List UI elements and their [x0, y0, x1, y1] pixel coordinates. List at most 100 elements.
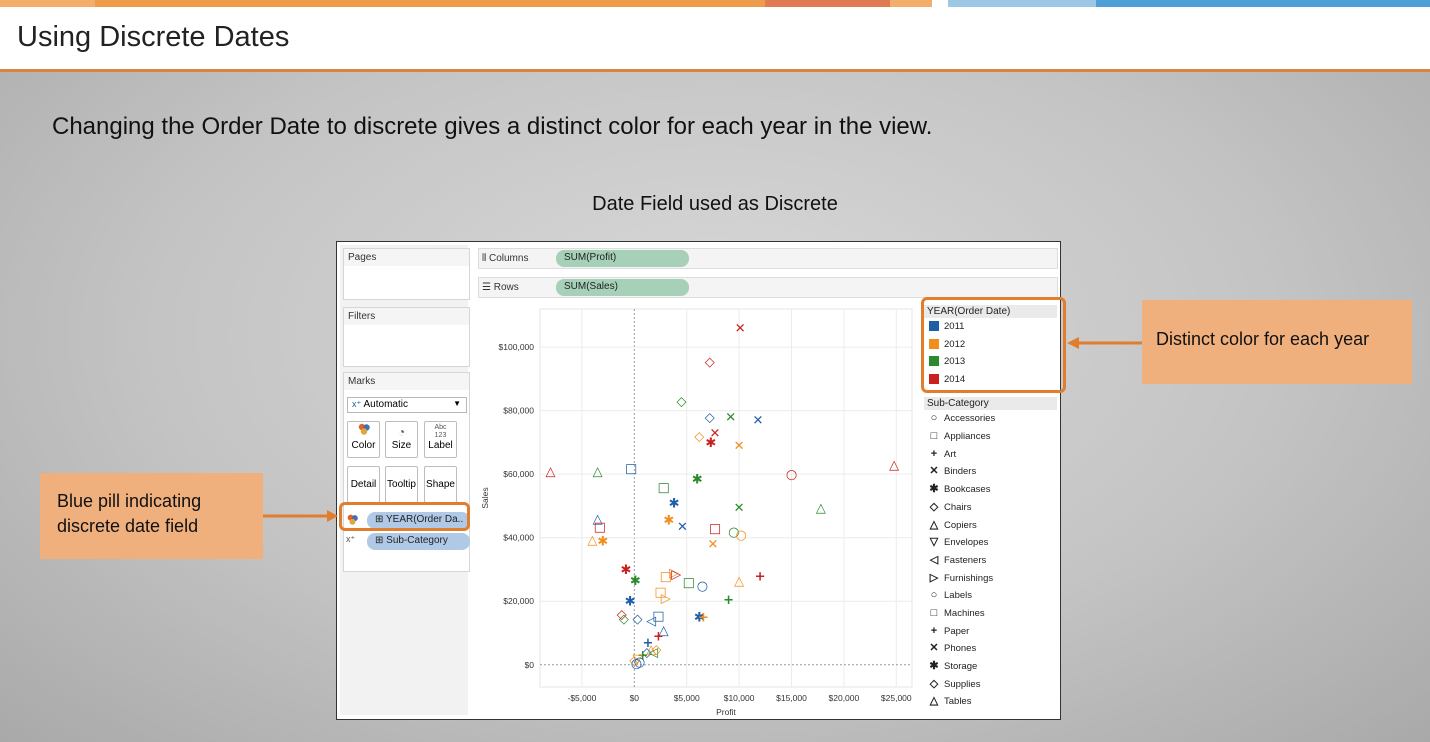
data-point: ✕ — [677, 520, 688, 535]
data-point: ◇ — [632, 612, 642, 627]
subcategory-legend-item[interactable]: ▷ Furnishings — [924, 570, 1057, 588]
data-point: △ — [545, 465, 555, 480]
subcategory-legend-item[interactable]: ✕ Phones — [924, 640, 1057, 658]
scatter-plot: -$5,000 $0 $5,000 $10,000 $15,000 $20,000 $25,… — [478, 305, 918, 719]
data-point: □ — [654, 585, 666, 600]
subcategory-legend-label: Furnishings — [944, 572, 994, 584]
subcategory-legend-item[interactable]: ◇ Supplies — [924, 676, 1057, 694]
shape-glyph-icon: ◇ — [929, 500, 939, 513]
year-swatch — [929, 321, 939, 331]
subcategory-legend-label: Labels — [944, 590, 972, 602]
year-legend-item[interactable]: 2012 — [924, 336, 1057, 354]
data-point: ✕ — [725, 411, 736, 426]
legend-highlight-box — [921, 297, 1066, 393]
subcategory-legend-label: Binders — [944, 466, 977, 478]
rows-shelf[interactable]: ☰ Rows SUM(Sales) — [478, 277, 1058, 298]
color-button-label: Color — [351, 440, 376, 451]
color-button[interactable]: Color — [347, 421, 380, 458]
pages-card[interactable]: Pages — [343, 248, 470, 300]
rows-icon: ☰ — [482, 282, 494, 293]
subcategory-legend-label: Supplies — [944, 678, 981, 690]
subcategory-legend-label: Copiers — [944, 519, 977, 531]
shape-glyph-icon: ✕ — [929, 642, 939, 655]
subcategory-shape-pill-row: x⁺ ⊞ Sub-Category — [346, 533, 470, 550]
year-legend-item[interactable]: 2011 — [924, 318, 1057, 336]
subcategory-legend-label: Storage — [944, 661, 978, 672]
year-swatch — [929, 338, 939, 349]
data-point: ✱ — [597, 534, 608, 549]
x-tick-label: -$5,000 — [567, 693, 596, 703]
shape-button[interactable]: Shape — [424, 466, 457, 503]
subcategory-legend-item[interactable]: + Paper — [924, 623, 1057, 641]
data-point: + — [637, 649, 648, 664]
subcategory-legend-item[interactable]: ○ Labels — [924, 587, 1057, 605]
columns-shelf[interactable]: ⫴ Columns SUM(Profit) — [478, 248, 1058, 269]
tooltip-button-label: Tooltip — [387, 479, 416, 490]
detail-button[interactable]: Detail — [347, 466, 380, 503]
data-point: ✱ — [694, 611, 705, 626]
year-order-date-pill[interactable]: ⊞ YEAR(Order Da.. — [367, 512, 470, 529]
tooltip-button[interactable]: Tooltip — [385, 466, 418, 503]
subcategory-legend-item[interactable]: ✱ Bookcases — [924, 481, 1057, 499]
color-icon — [346, 513, 362, 529]
sum-profit-pill[interactable]: SUM(Profit) — [556, 250, 689, 267]
y-tick-label: $60,000 — [503, 469, 534, 479]
shape-glyph-icon: ▽ — [929, 536, 939, 549]
filters-card[interactable]: Filters — [343, 307, 470, 367]
left-callout: Blue pill indicating discrete date field — [40, 473, 263, 559]
year-color-pill-row: ⊞ YEAR(Order Da.. — [346, 512, 470, 529]
figure-caption: Date Field used as Discrete — [592, 193, 838, 215]
subcategory-pill[interactable]: ⊞ Sub-Category — [367, 533, 470, 550]
year-legend-item[interactable]: 2013 — [924, 353, 1057, 371]
subcategory-legend-label: Accessories — [944, 413, 996, 425]
subcategory-legend-item[interactable]: □ Machines — [924, 605, 1057, 623]
slide-subtitle: Changing the Order Date to discrete give… — [52, 113, 933, 140]
data-point: □ — [652, 609, 664, 624]
x-tick-label: $25,000 — [881, 693, 912, 703]
color-icon — [348, 422, 379, 440]
size-button[interactable]: ◔ Size — [385, 421, 418, 458]
shape-glyph-icon: ◁ — [929, 553, 939, 566]
subcategory-legend-item[interactable]: □ Appliances — [924, 428, 1057, 446]
year-swatch — [929, 356, 939, 367]
subcategory-legend-item[interactable]: ◇ Chairs — [924, 499, 1057, 517]
subcategory-legend-label: Paper — [944, 625, 970, 637]
plot-area — [539, 308, 913, 688]
mark-type-dropdown[interactable]: x⁺ Automatic ▼ — [347, 397, 467, 413]
subcategory-legend-item[interactable]: ◁ Fasteners — [924, 552, 1057, 570]
data-point: ◁ — [648, 646, 658, 661]
data-point: ✱ — [692, 472, 703, 487]
marks-card-title: Marks — [344, 373, 469, 390]
chevron-down-icon: ▼ — [453, 399, 461, 408]
data-point: ✕ — [710, 426, 721, 441]
subcategory-legend-item[interactable]: △ Copiers — [924, 517, 1057, 535]
subcategory-legend-item[interactable]: + Art — [924, 446, 1057, 464]
data-point: ✕ — [734, 501, 745, 516]
data-point: ▽ — [632, 652, 642, 667]
filters-card-title: Filters — [344, 308, 469, 325]
shape-icon: x⁺ — [346, 534, 356, 544]
x-tick-label: $5,000 — [674, 693, 700, 703]
subcategory-legend-title: Sub-Category — [924, 397, 1057, 411]
data-point: ▷ — [669, 566, 679, 581]
subcategory-legend-item[interactable]: ○ Accessories — [924, 410, 1057, 428]
year-legend-item[interactable]: 2014 — [924, 371, 1057, 389]
subcategory-legend-item[interactable]: △ Tables — [924, 693, 1057, 711]
size-button-label: Size — [391, 440, 412, 451]
year-legend-label: 2011 — [944, 321, 965, 332]
data-point: ○ — [786, 468, 797, 483]
subcategory-legend-item[interactable]: ✕ Binders — [924, 463, 1057, 481]
subcategory-legend-label: Fasteners — [944, 554, 987, 566]
subcategory-legend-label: Phones — [944, 643, 977, 655]
data-point: ✱ — [669, 496, 680, 511]
year-color-legend: YEAR(Order Date) 2011 2012 2013 2014 — [924, 305, 1057, 388]
subcategory-legend-item[interactable]: ✱ Storage — [924, 658, 1057, 676]
data-point: □ — [594, 520, 606, 535]
x-tick-label: $10,000 — [724, 693, 755, 703]
label-button[interactable]: Abc 123 Label — [424, 421, 457, 458]
legends-pane: YEAR(Order Date) 2011 2012 2013 2014 Sub-Ca… — [924, 305, 1057, 715]
subcategory-legend-item[interactable]: ▽ Envelopes — [924, 534, 1057, 552]
sum-sales-pill[interactable]: SUM(Sales) — [556, 279, 689, 296]
data-point: ✱ — [705, 436, 716, 451]
data-point: ✱ — [663, 514, 674, 529]
